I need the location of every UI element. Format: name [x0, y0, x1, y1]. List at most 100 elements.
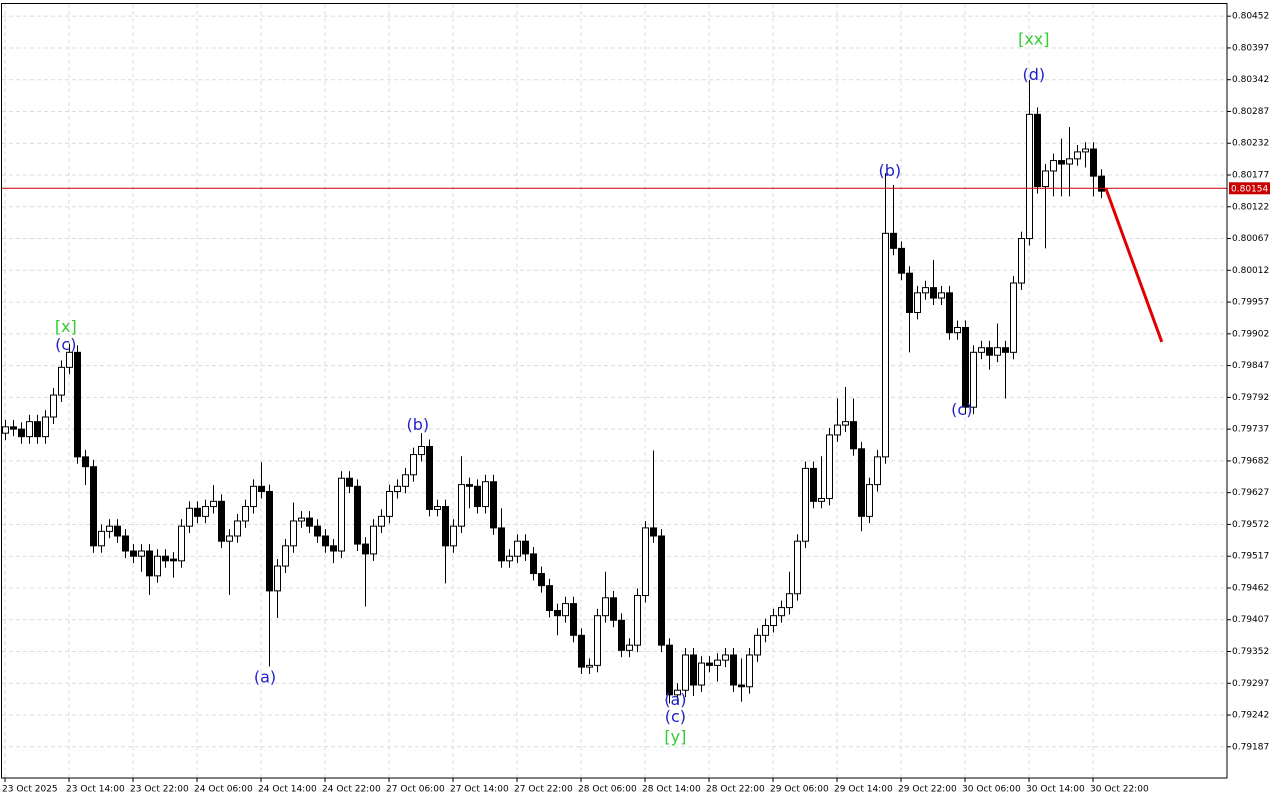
candle-body [994, 347, 1001, 356]
candle-body [578, 634, 585, 668]
x-tick-label: 30 Oct 14:00 [1026, 785, 1085, 795]
candle-body [530, 553, 537, 575]
candle-body [1034, 113, 1041, 188]
wave-label: (c) [665, 707, 686, 726]
candle-body [410, 454, 417, 476]
y-tick-label: 0.79737 [1232, 425, 1269, 435]
y-tick-label: 0.80397 [1232, 43, 1269, 53]
candle-body [226, 535, 233, 542]
candle-body [122, 535, 129, 552]
candle-body [154, 555, 161, 577]
y-tick-label: 0.80287 [1232, 107, 1269, 117]
candle-body [850, 421, 857, 450]
x-tick-label: 27 Oct 22:00 [514, 785, 573, 795]
x-tick-label: 24 Oct 22:00 [322, 785, 381, 795]
candle-body [1074, 151, 1081, 160]
candle-body [626, 644, 633, 651]
candle-body [138, 550, 145, 557]
candle-body [1058, 160, 1065, 165]
candle-body [834, 424, 841, 436]
candle-body [882, 232, 889, 458]
candle-body [378, 515, 385, 527]
candle-body [562, 603, 569, 617]
candle-body [650, 527, 657, 537]
candle-body [946, 292, 953, 334]
candle-body [658, 535, 665, 646]
candle-body [810, 467, 817, 502]
candle-body [34, 421, 41, 438]
candle-body [682, 654, 689, 691]
candle-body [402, 474, 409, 487]
candle-body [218, 500, 225, 542]
candle-body [338, 477, 345, 552]
x-tick-label: 23 Oct 14:00 [66, 785, 125, 795]
candle-body [762, 625, 769, 636]
candle-body [242, 506, 249, 522]
candle-body [10, 426, 17, 430]
candle-body [538, 573, 545, 587]
candle-body [746, 654, 753, 688]
x-tick-label: 29 Oct 14:00 [834, 785, 893, 795]
price-label: 0.80154 [1231, 184, 1268, 194]
y-tick-label: 0.79572 [1232, 520, 1269, 530]
candle-body [466, 484, 473, 487]
candle-body [722, 654, 729, 661]
candle-body [978, 347, 985, 353]
candle-body [1066, 158, 1073, 165]
candle-body [930, 287, 937, 299]
candle-body [1002, 347, 1009, 353]
wave-label: (c) [55, 335, 76, 354]
candle-body [442, 506, 449, 547]
wave-label: (a) [254, 668, 276, 687]
y-tick-label: 0.79792 [1232, 393, 1269, 403]
candle-body [474, 485, 481, 508]
axes: 0.80452 0.80397 0.80342 0.80287 0.80232 0.801… [2, 12, 1270, 795]
candle-body [970, 351, 977, 408]
candles: [x](c)(a)(b)(a)(c)[y](b)(c)(d)[xx] [2, 29, 1227, 746]
candle-body [986, 347, 993, 356]
candle-body [194, 507, 201, 517]
y-tick-label: 0.80452 [1232, 12, 1269, 22]
candle-body [1050, 160, 1057, 172]
candle-body [346, 477, 353, 487]
wave-label: (b) [406, 415, 429, 434]
candle-body [786, 593, 793, 609]
candle-body [570, 603, 577, 636]
candle-body [698, 662, 705, 686]
y-tick-label: 0.79187 [1232, 742, 1269, 752]
candle-body [330, 545, 337, 552]
candle-body [770, 615, 777, 627]
x-tick-label: 30 Oct 06:00 [962, 785, 1021, 795]
candle-body [522, 540, 529, 555]
candle-body [42, 416, 49, 438]
candle-body [906, 272, 913, 313]
price-label-bg [1229, 182, 1270, 195]
candle-body [1082, 148, 1089, 153]
candle-body [1098, 175, 1105, 192]
candle-body [690, 654, 697, 686]
y-tick-label: 0.80122 [1232, 202, 1269, 212]
candle-body [106, 525, 113, 532]
candle-body [74, 351, 81, 458]
candle-body [618, 619, 625, 651]
wave-label: [xx] [1018, 29, 1049, 48]
candle-body [954, 326, 961, 334]
candle-body [802, 467, 809, 542]
candle-body [258, 485, 265, 493]
candle-body [1090, 148, 1097, 177]
candle-body [482, 481, 489, 508]
candle-body [186, 507, 193, 527]
x-tick-label: 30 Oct 22:00 [1090, 785, 1149, 795]
candle-body [266, 491, 273, 592]
candle-body [450, 525, 457, 547]
candle-body [634, 594, 641, 646]
candle-body [162, 555, 169, 562]
candle-body [1018, 238, 1025, 284]
candle-body [90, 466, 97, 547]
candle-body [66, 351, 73, 368]
x-tick-label: 29 Oct 06:00 [770, 785, 829, 795]
y-tick-label: 0.80067 [1232, 234, 1269, 244]
wave-label: [x] [55, 317, 77, 336]
